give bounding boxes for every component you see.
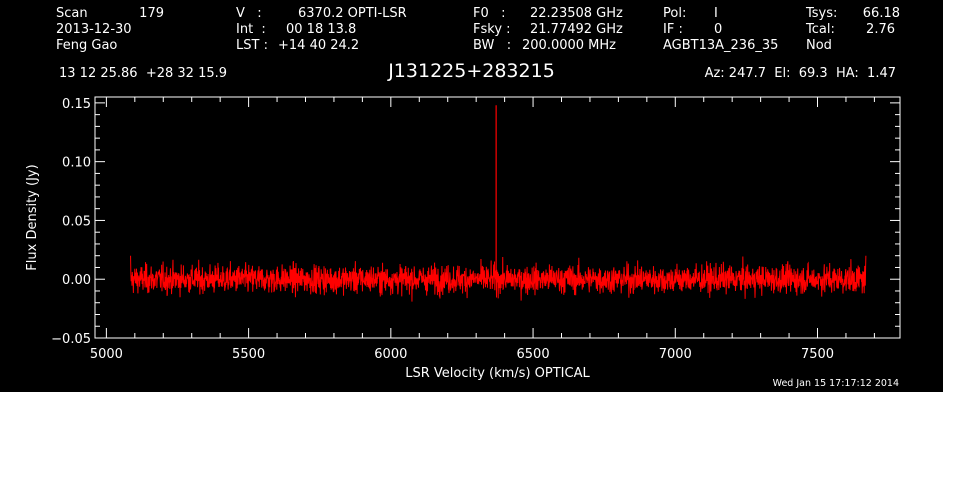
polarization-label: Pol:	[663, 6, 687, 21]
plot-panel: Scan 179 2013-12-30 Feng Gao V : 6370.2 …	[0, 0, 943, 392]
scan-label: Scan	[56, 6, 88, 21]
observer-name: Feng Gao	[56, 38, 118, 53]
bandwidth-value: 200.0000 MHz	[522, 38, 616, 53]
plot-frame	[94, 96, 901, 339]
f0-label: F0 :	[473, 6, 506, 21]
integration-value: 00 18 13.8	[286, 22, 357, 37]
if-value: 0	[714, 22, 723, 37]
tcal-label: Tcal:	[806, 22, 835, 37]
chart-axes: 5000 5500 6000 6500 7000 7500 −0.05 0.00 0.05 0.1…	[25, 96, 901, 381]
spectrum-noise-trace	[130, 255, 867, 302]
y-axis-label: Flux Density (Jy)	[25, 164, 40, 270]
ra-dec-coordinates: 13 12 25.86 +28 32 15.9	[59, 66, 228, 81]
observing-mode: Nod	[806, 38, 832, 53]
x-tick-label: 6000	[374, 347, 407, 362]
spectrum-trace-layer	[130, 105, 867, 302]
velocity-label: V :	[236, 6, 262, 21]
observation-date: 2013-12-30	[56, 22, 132, 37]
scan-number: 179	[139, 6, 164, 21]
x-tick-label: 5500	[232, 347, 265, 362]
tsys-value: 66.18	[862, 6, 900, 21]
x-axis-label: LSR Velocity (km/s) OPTICAL	[405, 366, 590, 381]
y-tick-label: −0.05	[51, 332, 91, 347]
y-tick-label: 0.10	[62, 156, 91, 171]
lst-label: LST :	[236, 38, 268, 53]
velocity-value: 6370.2 OPTI-LSR	[298, 6, 407, 21]
tcal-value: 2.76	[866, 22, 895, 37]
tsys-label: Tsys:	[806, 6, 838, 21]
az-el-ha: Az: 247.7 El: 69.3 HA: 1.47	[704, 66, 896, 81]
fsky-label: Fsky :	[473, 22, 511, 37]
x-tick-label: 7500	[801, 347, 834, 362]
x-tick-label: 7000	[659, 347, 692, 362]
f0-value: 22.23508 GHz	[530, 6, 623, 21]
source-name: J131225+283215	[388, 60, 555, 82]
fsky-value: 21.77492 GHz	[530, 22, 623, 37]
x-tick-label: 5000	[90, 347, 123, 362]
plot-timestamp: Wed Jan 15 17:17:12 2014	[772, 378, 899, 389]
polarization-value: I	[714, 6, 718, 21]
y-tick-label: 0.15	[62, 97, 91, 112]
project-id: AGBT13A_236_35	[663, 38, 779, 53]
bandwidth-label: BW :	[473, 38, 512, 53]
lst-value: +14 40 24.2	[278, 38, 360, 53]
y-tick-label: 0.05	[62, 214, 91, 229]
y-tick-label: 0.00	[62, 273, 91, 288]
integration-label: Int :	[236, 22, 266, 37]
spectrum-chart: 5000 5500 6000 6500 7000 7500 −0.05 0.00 0.05 0.1…	[25, 96, 901, 381]
if-label: IF :	[663, 22, 683, 37]
x-tick-label: 6500	[517, 347, 550, 362]
